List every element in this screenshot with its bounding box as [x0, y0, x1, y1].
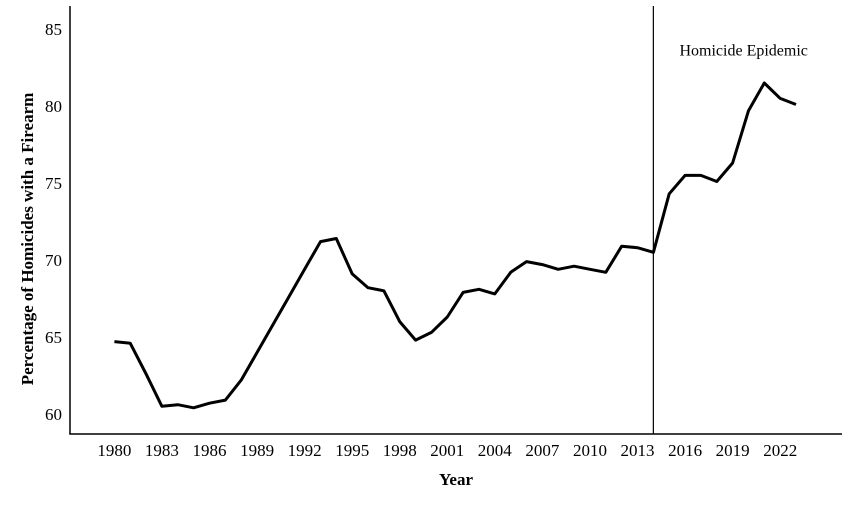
x-tick-label: 2016 [668, 441, 702, 460]
firearm-percentage-line [114, 81, 797, 410]
x-tick-label: 1992 [288, 441, 322, 460]
x-tick-label: 2004 [478, 441, 513, 460]
x-axis-tick-labels: 1980 1983 1986 1989 1992 1995 1998 2001 2004 2007… [97, 441, 797, 460]
y-tick-label: 80 [45, 97, 62, 116]
x-tick-label: 1980 [97, 441, 131, 460]
x-tick-label: 1989 [240, 441, 274, 460]
y-axis-title: Percentage of Homicides with a Firearm [18, 93, 37, 386]
y-tick-label: 70 [45, 251, 62, 270]
x-tick-label: 1998 [383, 441, 417, 460]
x-tick-label: 2013 [621, 441, 655, 460]
x-tick-label: 2022 [763, 441, 797, 460]
x-tick-label: 2010 [573, 441, 607, 460]
x-tick-label: 2007 [525, 441, 560, 460]
x-tick-label: 1983 [145, 441, 179, 460]
y-axis-tick-labels: 60 65 70 75 80 85 [45, 20, 62, 424]
y-tick-label: 75 [45, 174, 62, 193]
x-tick-label: 2019 [716, 441, 750, 460]
x-tick-label: 1986 [193, 441, 227, 460]
x-tick-label: 2001 [430, 441, 464, 460]
x-tick-label: 1995 [335, 441, 369, 460]
x-axis-title: Year [439, 470, 473, 489]
y-tick-label: 85 [45, 20, 62, 39]
homicide-epidemic-annotation: Homicide Epidemic [679, 42, 807, 59]
y-tick-label: 65 [45, 328, 62, 347]
y-tick-label: 60 [45, 405, 62, 424]
